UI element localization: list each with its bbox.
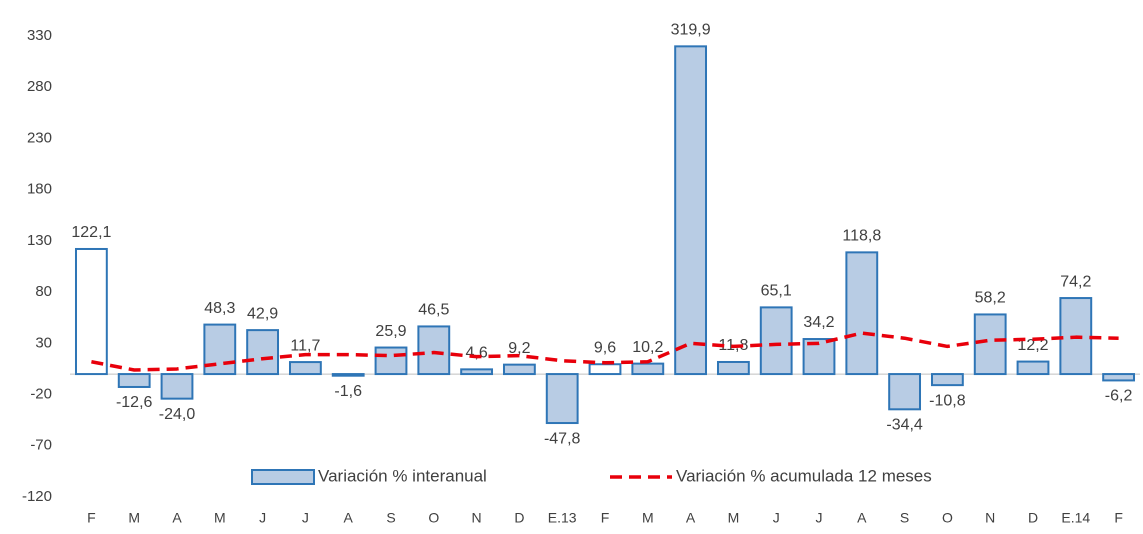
data-label: 11,7 (290, 337, 320, 354)
data-label: 46,5 (418, 302, 449, 319)
data-label: 319,9 (671, 22, 711, 39)
bar (674, 45, 708, 376)
x-tick-label: J (816, 510, 823, 526)
bar (246, 329, 280, 376)
x-tick-label: M (728, 510, 740, 526)
data-label: 122,1 (71, 224, 111, 241)
x-tick-label: N (985, 510, 995, 526)
data-label: 118,8 (842, 228, 881, 245)
bar (631, 362, 665, 376)
bar (759, 306, 793, 376)
y-tick-label: 330 (27, 27, 52, 44)
x-tick-label: J (302, 510, 309, 526)
y-tick-label: 130 (27, 232, 52, 249)
bar (973, 313, 1007, 376)
x-tick-label: N (472, 510, 482, 526)
data-label: -12,6 (116, 394, 153, 411)
x-tick-label: F (601, 510, 610, 526)
data-label: -24,0 (159, 406, 196, 423)
bar (888, 373, 922, 411)
data-label: 25,9 (375, 323, 406, 340)
bar (502, 363, 536, 376)
data-label: 65,1 (761, 283, 792, 300)
bar (588, 363, 622, 376)
bar (374, 346, 408, 376)
x-tick-label: J (259, 510, 266, 526)
y-tick-label: -70 (30, 437, 52, 454)
x-tick-label: A (172, 510, 182, 526)
x-tick-label: S (386, 510, 395, 526)
x-tick-label: O (428, 510, 439, 526)
data-label: 9,6 (594, 339, 616, 356)
bar (545, 373, 579, 425)
bar (1016, 360, 1050, 376)
data-label: -47,8 (544, 430, 581, 447)
data-label: 10,2 (632, 339, 663, 356)
bar (74, 247, 108, 376)
data-label: -1,6 (334, 383, 362, 400)
y-tick-label: -20 (30, 386, 52, 403)
legend-swatch (251, 469, 315, 485)
bar (460, 368, 494, 376)
data-label: 48,3 (204, 300, 235, 317)
x-tick-label: E.14 (1061, 510, 1090, 526)
bar (1102, 373, 1136, 382)
bar (417, 325, 451, 376)
bar (930, 373, 964, 387)
x-tick-label: M (214, 510, 226, 526)
x-tick-label: M (642, 510, 654, 526)
data-label: 74,2 (1060, 273, 1091, 290)
x-tick-label: A (344, 510, 354, 526)
data-label: 9,2 (508, 340, 530, 357)
bar (716, 360, 750, 376)
data-label: 34,2 (803, 314, 834, 331)
x-tick-label: M (128, 510, 140, 526)
data-label: -34,4 (886, 417, 923, 434)
legend-label: Variación % interanual (318, 466, 487, 485)
bar (160, 373, 194, 400)
x-tick-label: F (87, 510, 96, 526)
x-tick-label: A (686, 510, 696, 526)
x-tick-label: O (942, 510, 953, 526)
y-tick-label: -120 (22, 488, 52, 505)
x-tick-label: D (514, 510, 524, 526)
line (91, 331, 1119, 372)
data-label: -10,8 (929, 392, 966, 409)
x-tick-label: A (857, 510, 867, 526)
bar (288, 361, 322, 376)
x-tick-label: F (1114, 510, 1123, 526)
y-tick-label: 280 (27, 78, 52, 95)
bar (331, 373, 365, 377)
data-label: 58,2 (975, 290, 1006, 307)
bar (117, 373, 151, 388)
y-tick-label: 80 (35, 283, 52, 300)
bar (845, 251, 879, 376)
x-tick-label: J (773, 510, 780, 526)
data-label: 42,9 (247, 305, 278, 322)
y-tick-label: 30 (35, 334, 52, 351)
data-label: -6,2 (1105, 388, 1133, 405)
data-label: 4,6 (465, 345, 487, 362)
legend-label: Variación % acumulada 12 meses (676, 466, 932, 485)
x-tick-label: D (1028, 510, 1038, 526)
y-tick-label: 230 (27, 129, 52, 146)
y-tick-label: 180 (27, 181, 52, 198)
x-tick-label: E.13 (548, 510, 577, 526)
x-tick-label: S (900, 510, 909, 526)
